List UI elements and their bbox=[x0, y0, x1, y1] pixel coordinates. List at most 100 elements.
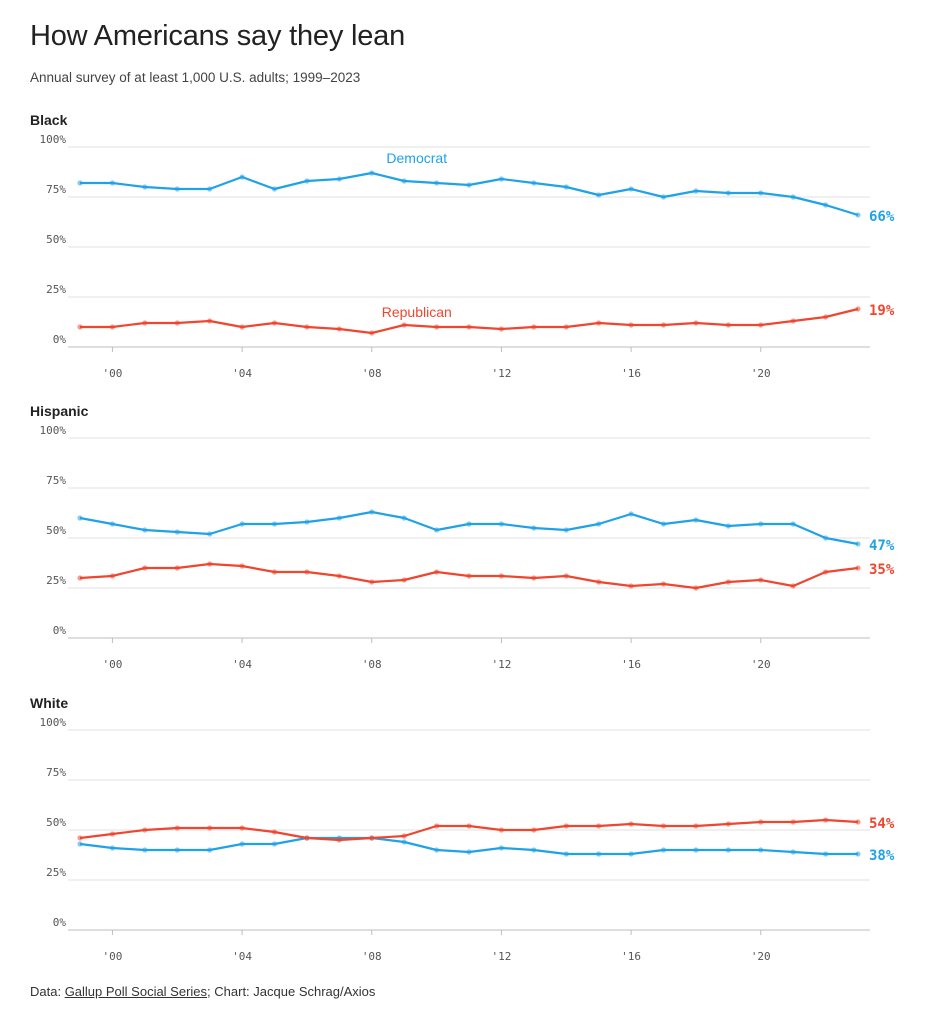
data-point bbox=[109, 180, 116, 186]
data-point bbox=[596, 579, 602, 585]
data-point bbox=[142, 847, 148, 853]
data-point bbox=[693, 517, 699, 523]
data-point bbox=[758, 322, 764, 328]
end-label-democrat: 66% bbox=[869, 209, 895, 225]
data-point bbox=[693, 847, 699, 853]
data-point bbox=[531, 525, 537, 531]
data-point bbox=[369, 579, 375, 585]
data-point bbox=[401, 178, 407, 184]
data-point bbox=[531, 827, 537, 833]
data-point bbox=[401, 839, 407, 845]
y-tick-label: 100% bbox=[40, 424, 67, 437]
data-point bbox=[336, 573, 342, 579]
data-point bbox=[531, 847, 537, 853]
x-tick-label: '16 bbox=[621, 658, 641, 671]
page-subtitle: Annual survey of at least 1,000 U.S. adu… bbox=[30, 70, 361, 85]
data-point bbox=[239, 841, 245, 847]
panel-title: Black bbox=[30, 112, 68, 128]
data-point bbox=[790, 194, 796, 200]
data-point bbox=[563, 527, 569, 533]
data-point bbox=[239, 563, 245, 569]
data-point bbox=[758, 521, 764, 527]
data-point bbox=[855, 819, 861, 825]
data-point bbox=[628, 851, 634, 857]
data-point bbox=[822, 202, 829, 208]
data-point bbox=[207, 318, 213, 324]
data-point bbox=[142, 827, 148, 833]
footer-prefix: Data: bbox=[30, 984, 65, 999]
data-point bbox=[433, 527, 440, 533]
data-point bbox=[109, 521, 116, 527]
data-point bbox=[336, 176, 342, 182]
data-point bbox=[822, 314, 829, 320]
y-tick-label: 25% bbox=[46, 283, 66, 296]
data-point bbox=[304, 835, 310, 841]
data-point bbox=[207, 186, 213, 192]
data-point bbox=[531, 575, 537, 581]
data-point bbox=[855, 851, 861, 857]
data-point bbox=[725, 523, 731, 529]
data-point bbox=[790, 521, 796, 527]
y-tick-label: 75% bbox=[46, 766, 66, 779]
footer-suffix: ; Chart: Jacque Schrag/Axios bbox=[207, 984, 376, 999]
data-point bbox=[596, 823, 602, 829]
data-point bbox=[174, 320, 180, 326]
x-tick-label: '20 bbox=[751, 367, 771, 380]
data-point bbox=[369, 509, 375, 515]
x-tick-label: '08 bbox=[362, 950, 382, 963]
data-point bbox=[725, 821, 731, 827]
data-point bbox=[628, 583, 634, 589]
y-tick-label: 50% bbox=[46, 524, 66, 537]
data-point bbox=[725, 847, 731, 853]
x-tick-label: '12 bbox=[491, 658, 511, 671]
data-point bbox=[271, 320, 278, 326]
data-point bbox=[790, 819, 796, 825]
page-title: How Americans say they lean bbox=[30, 20, 405, 52]
data-point bbox=[304, 519, 310, 525]
data-point bbox=[628, 511, 634, 517]
data-point bbox=[207, 847, 213, 853]
data-point bbox=[239, 324, 245, 330]
data-point bbox=[142, 565, 148, 571]
data-point bbox=[855, 212, 861, 218]
x-tick-label: '04 bbox=[232, 367, 252, 380]
data-point bbox=[693, 823, 699, 829]
data-point bbox=[725, 190, 731, 196]
data-point bbox=[822, 817, 829, 823]
data-point bbox=[466, 324, 472, 330]
data-point bbox=[758, 819, 764, 825]
data-point bbox=[239, 825, 245, 831]
x-tick-label: '04 bbox=[232, 950, 252, 963]
data-point bbox=[758, 577, 764, 583]
data-point bbox=[77, 835, 83, 841]
data-point bbox=[725, 322, 731, 328]
data-point bbox=[336, 515, 342, 521]
data-point bbox=[174, 847, 180, 853]
data-point bbox=[660, 581, 667, 587]
data-point bbox=[109, 324, 116, 330]
footer-credits: Data: Gallup Poll Social Series; Chart: … bbox=[30, 984, 375, 999]
data-point bbox=[433, 847, 440, 853]
x-tick-label: '12 bbox=[491, 367, 511, 380]
source-link[interactable]: Gallup Poll Social Series bbox=[64, 984, 208, 999]
data-point bbox=[77, 180, 83, 186]
data-point bbox=[336, 326, 342, 332]
data-point bbox=[628, 186, 634, 192]
data-point bbox=[563, 573, 569, 579]
data-point bbox=[109, 573, 116, 579]
end-label-republican: 19% bbox=[869, 303, 895, 319]
data-point bbox=[271, 186, 278, 192]
data-point bbox=[563, 851, 569, 857]
y-tick-label: 75% bbox=[46, 474, 66, 487]
data-point bbox=[466, 182, 472, 188]
data-point bbox=[563, 823, 569, 829]
data-point bbox=[401, 322, 407, 328]
data-point bbox=[628, 322, 634, 328]
end-label-republican: 54% bbox=[869, 816, 895, 832]
data-point bbox=[660, 847, 667, 853]
y-tick-label: 100% bbox=[40, 133, 67, 146]
data-point bbox=[790, 318, 796, 324]
data-point bbox=[855, 306, 861, 312]
data-point bbox=[822, 535, 829, 541]
data-point bbox=[142, 320, 148, 326]
